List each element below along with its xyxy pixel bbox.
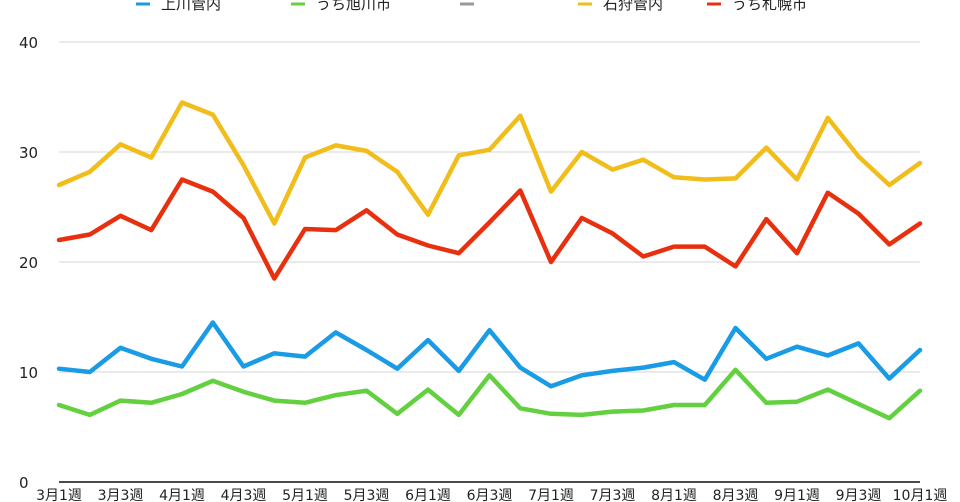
series-2 <box>56 320 923 389</box>
series-3 <box>56 367 923 421</box>
gridlines <box>59 41 920 483</box>
legend-item: 上川管内 <box>136 0 221 13</box>
x-tick-label: 9月1週 <box>774 488 820 502</box>
y-tick-label: 0 <box>19 474 29 492</box>
series-0 <box>56 100 923 226</box>
y-tick-label: 10 <box>19 364 38 382</box>
x-tick-label: 8月3週 <box>713 488 759 502</box>
legend-item: うち札幌市 <box>707 0 807 13</box>
legend-label: 石狩管内 <box>603 0 663 13</box>
x-tick-label: 4月1週 <box>159 488 205 502</box>
x-tick-label: 8月1週 <box>651 488 697 502</box>
legend-label: 上川管内 <box>161 0 221 13</box>
series-line <box>56 367 923 421</box>
legend: 上川管内 うち旭川市 石狩管内 うち札幌市 <box>136 0 807 13</box>
legend-label: うち札幌市 <box>732 0 807 13</box>
x-tick-label: 5月3週 <box>344 488 390 502</box>
series-1 <box>56 177 923 281</box>
y-axis-ticks: 0 10 20 30 40 <box>19 34 38 492</box>
x-tick-label: 6月1週 <box>405 488 451 502</box>
x-tick-label: 7月1週 <box>528 488 574 502</box>
x-tick-label: 3月3週 <box>98 488 144 502</box>
x-tick-label: 4月3週 <box>221 488 267 502</box>
x-tick-label: 5月1週 <box>282 488 328 502</box>
series-line <box>56 177 923 281</box>
x-tick-label: 9月3週 <box>836 488 882 502</box>
x-tick-label: 6月3週 <box>467 488 513 502</box>
legend-item: 石狩管内 <box>578 0 663 13</box>
legend-label: うち旭川市 <box>316 0 391 13</box>
x-tick-label: 7月3週 <box>590 488 636 502</box>
series-line <box>56 100 923 226</box>
y-tick-label: 30 <box>19 144 38 162</box>
series-lines <box>56 100 923 421</box>
legend-item: うち旭川市 <box>291 0 391 13</box>
x-axis-ticks: 3月1週 3月3週 4月1週 4月3週 5月1週 5月3週 6月1週 6月3週 7月1週 7月3週… <box>36 488 947 502</box>
x-tick-label: 3月1週 <box>36 488 82 502</box>
y-tick-label: 20 <box>19 254 38 272</box>
x-tick-label: 10月1週 <box>893 488 948 502</box>
y-tick-label: 40 <box>19 34 38 52</box>
